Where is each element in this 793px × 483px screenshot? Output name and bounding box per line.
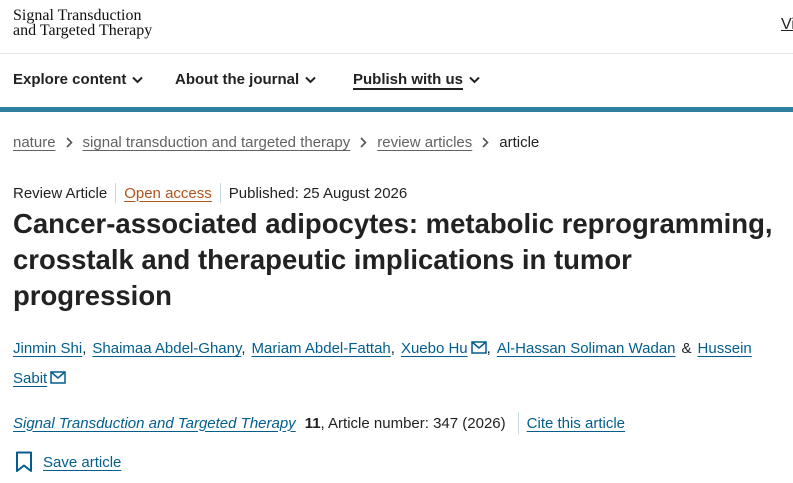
save-article[interactable]: Save article bbox=[15, 451, 121, 473]
logo-line: and Targeted Therapy bbox=[13, 22, 153, 39]
chevron-right bbox=[482, 137, 489, 148]
nav-item[interactable]: Publish with us bbox=[353, 71, 480, 88]
open-access-link[interactable]: Open access bbox=[124, 184, 212, 202]
accent-bar bbox=[0, 107, 793, 112]
email-icon[interactable] bbox=[50, 371, 66, 384]
nav-label: Explore content bbox=[13, 71, 127, 88]
published-date: Published: 25 August 2026 bbox=[228, 184, 408, 202]
author-separator: & bbox=[681, 340, 692, 357]
chevron-down bbox=[132, 76, 144, 83]
breadcrumb-link[interactable]: signal transduction and targeted therapy bbox=[82, 134, 351, 151]
meta-separator bbox=[219, 183, 221, 203]
nav-item[interactable]: Explore content bbox=[13, 71, 144, 88]
header-divider bbox=[0, 53, 793, 54]
nav-label: Publish with us bbox=[353, 71, 464, 88]
citation: Signal Transduction and Targeted Therapy… bbox=[13, 412, 625, 434]
author-separator: , bbox=[486, 340, 491, 357]
breadcrumb-current: article bbox=[499, 134, 540, 151]
article-title: Cancer-associated adipocytes: metabolic … bbox=[13, 206, 773, 314]
chevron-down bbox=[305, 76, 316, 83]
article-type: Review Article bbox=[13, 184, 108, 202]
author-link[interactable]: Jinmin Shi bbox=[13, 340, 83, 357]
email-icon-shape bbox=[470, 341, 487, 354]
chevron-down bbox=[469, 76, 480, 83]
nav-item[interactable]: About the journal bbox=[175, 71, 316, 88]
author-link[interactable]: Hussein Sabit bbox=[13, 340, 752, 387]
bookmark-icon bbox=[16, 451, 32, 472]
author-list: Jinmin Shi, Shaimaa Abdel-Ghany, Mariam Ab… bbox=[13, 334, 788, 394]
author-link[interactable]: Mariam Abdel-Fattah bbox=[251, 340, 391, 357]
cite-separator bbox=[517, 412, 519, 434]
journal-link[interactable]: Signal Transduction and Targeted Therapy bbox=[13, 414, 296, 432]
email-icon-shape bbox=[50, 371, 66, 384]
chevron-right bbox=[65, 137, 73, 148]
title-line: crosstalk and therapeutic implications i… bbox=[13, 244, 632, 275]
save-label: Save article bbox=[43, 453, 122, 471]
breadcrumb-link[interactable]: nature bbox=[13, 134, 56, 151]
author-separator: , bbox=[390, 340, 395, 357]
chevron-right bbox=[360, 137, 367, 148]
meta-separator bbox=[115, 183, 117, 203]
author-link[interactable]: Al-Hassan Soliman Wadan bbox=[496, 340, 676, 357]
article-meta: Review Article Open access Published: 25… bbox=[13, 183, 407, 203]
cite-link[interactable]: Cite this article bbox=[526, 414, 626, 432]
article-number: , Article number: 347 (2026) bbox=[320, 414, 506, 432]
breadcrumb-link[interactable]: review articles bbox=[377, 134, 473, 151]
nav-label: About the journal bbox=[175, 71, 300, 88]
logo-line: Signal Transduction bbox=[13, 7, 142, 24]
author-separator: , bbox=[241, 340, 246, 357]
journal-logo[interactable]: Signal Transduction and Targeted Therapy bbox=[13, 7, 153, 39]
author-link[interactable]: Xuebo Hu bbox=[400, 340, 468, 357]
author-link[interactable]: Shaimaa Abdel-Ghany bbox=[92, 340, 242, 357]
title-line: Cancer-associated adipocytes: metabolic … bbox=[13, 208, 773, 239]
author-separator: , bbox=[82, 340, 87, 357]
email-icon[interactable] bbox=[470, 341, 487, 354]
title-line: progression bbox=[13, 280, 172, 311]
breadcrumb: nature signal transduction and targeted … bbox=[13, 134, 539, 151]
corner-link[interactable]: Vi bbox=[781, 16, 793, 33]
volume: 11 bbox=[304, 414, 321, 432]
